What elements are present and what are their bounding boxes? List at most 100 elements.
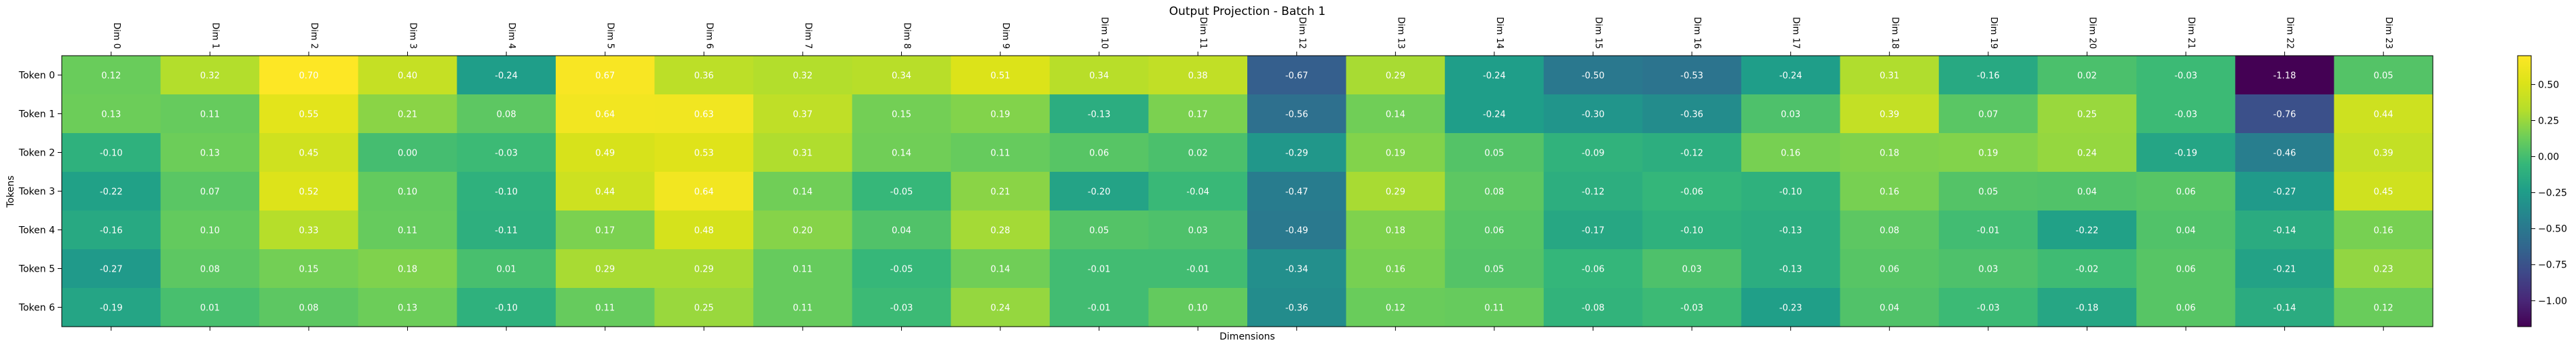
cell-value-label: 0.18 [1880, 149, 1899, 159]
heatmap-cell [2136, 249, 2236, 289]
heatmap-cell [1741, 172, 1841, 211]
cell-value-label: -0.24 [1483, 71, 1506, 81]
cell-value-label: 0.04 [2176, 226, 2196, 236]
heatmap-cell [1445, 288, 1545, 327]
cell-value-label: 0.05 [1484, 149, 1504, 159]
colorbar-tick-label: −1.00 [2538, 296, 2567, 307]
cell-value-label: 0.07 [1978, 110, 1998, 120]
heatmap-cell [555, 133, 656, 172]
cell-value-label: 0.13 [398, 304, 417, 314]
heatmap-cell [2334, 288, 2433, 327]
cell-value-label: 0.06 [2176, 304, 2196, 314]
cell-value-label: 0.04 [892, 226, 911, 236]
x-tick-label: Dim 11 [1198, 17, 1208, 49]
heatmap-cell [62, 94, 162, 134]
heatmap-cell [358, 288, 457, 327]
colorbar-tick-label: −0.75 [2538, 260, 2567, 271]
cell-value-label: -0.01 [1977, 226, 2000, 236]
heatmap-cell [1939, 211, 2039, 250]
cell-value-label: 0.70 [299, 71, 318, 81]
cell-value-label: -0.14 [2273, 304, 2296, 314]
heatmap-cell [555, 288, 656, 327]
cell-value-label: 0.04 [1880, 304, 1899, 314]
colorbar-ticks: 0.50 0.25 0.00 −0.25 −0.50 −0.75 −1.00 [2531, 79, 2567, 307]
cell-value-label: -0.06 [1680, 187, 1703, 198]
cell-value-label: 0.03 [1188, 226, 1208, 236]
cell-value-label: -0.08 [1582, 304, 1605, 314]
cell-value-label: 0.18 [1386, 226, 1405, 236]
cell-value-label: 0.29 [1386, 71, 1405, 81]
cell-value-label: -0.56 [1285, 110, 1308, 120]
cell-value-label: -0.01 [1088, 265, 1111, 275]
heatmap-cell [259, 288, 359, 327]
cell-value-label: -0.10 [100, 149, 123, 159]
cell-value-label: 0.10 [200, 226, 220, 236]
cell-value-label: 0.44 [595, 187, 615, 198]
x-tick-label: Dim 22 [2285, 17, 2295, 49]
x-tick-label: Dim 3 [408, 22, 418, 49]
heatmap-cell-labels: 0.12 0.32 0.70 0.40 -0.24 0.67 0.36 0.32 0.34 0.5… [100, 71, 2393, 314]
x-tick-label: Dim 6 [704, 22, 714, 49]
cell-value-label: 0.15 [299, 265, 318, 275]
cell-value-label: 0.32 [793, 71, 812, 81]
heatmap-cell [852, 172, 951, 211]
cell-value-label: 0.13 [101, 110, 121, 120]
heatmap-cell [1840, 211, 1939, 250]
cell-value-label: 0.48 [694, 226, 714, 236]
colorbar-tick-label: 0.00 [2538, 152, 2559, 163]
cell-value-label: 0.14 [1386, 110, 1405, 120]
heatmap-cell [1939, 172, 2039, 211]
heatmap-cell [1346, 249, 1445, 289]
cell-value-label: -0.17 [1582, 226, 1605, 236]
heatmap-cell [1049, 56, 1150, 95]
cell-value-label: 0.24 [2077, 149, 2097, 159]
heatmap-cell [753, 288, 853, 327]
heatmap-cell [358, 133, 457, 172]
heatmap-cell [1346, 56, 1445, 95]
cell-value-label: 0.11 [398, 226, 417, 236]
cell-value-label: 0.03 [1978, 265, 1998, 275]
heatmap-cell [1445, 172, 1545, 211]
cell-value-label: 0.12 [2374, 304, 2393, 314]
cell-value-label: 0.25 [694, 304, 714, 314]
heatmap-cell [951, 133, 1050, 172]
heatmap-cell [1543, 56, 1643, 95]
cell-value-label: -0.12 [1680, 149, 1703, 159]
cell-value-label: 0.67 [595, 71, 615, 81]
cell-value-label: -0.11 [495, 226, 518, 236]
cell-value-label: -0.03 [2174, 110, 2197, 120]
cell-value-label: 0.08 [1484, 187, 1504, 198]
heatmap-cell [1642, 56, 1742, 95]
heatmap-cell [951, 172, 1050, 211]
heatmap-cell [555, 56, 656, 95]
heatmap-cell [1049, 94, 1150, 134]
heatmap-cell [1148, 56, 1248, 95]
cell-value-label: 0.55 [299, 110, 318, 120]
cell-value-label: -0.22 [2076, 226, 2099, 236]
cell-value-label: 0.14 [991, 265, 1010, 275]
cell-value-label: 0.03 [1781, 110, 1800, 120]
heatmap-cell [1247, 94, 1347, 134]
cell-value-label: 0.64 [694, 187, 714, 198]
colorbar-tick-label: 0.50 [2538, 79, 2559, 90]
heatmap-cell [2136, 94, 2236, 134]
x-tick-label: Dim 2 [309, 22, 319, 49]
cell-value-label: -0.01 [1186, 265, 1209, 275]
heatmap-cell [654, 211, 754, 250]
x-tick-label: Dim 23 [2383, 17, 2393, 49]
heatmap-cell [753, 56, 853, 95]
cell-value-label: -0.13 [1779, 226, 1802, 236]
heatmap-cell [852, 249, 951, 289]
heatmap-cell [2235, 211, 2335, 250]
heatmap-cell [1445, 249, 1545, 289]
cell-value-label: 0.04 [2077, 187, 2097, 198]
cell-value-label: -0.50 [1582, 71, 1605, 81]
heatmap-cell [62, 288, 162, 327]
heatmap-cell [259, 172, 359, 211]
x-tick-label: Dim 1 [210, 22, 220, 49]
heatmap-cell [1247, 133, 1347, 172]
heatmap-cell [160, 56, 260, 95]
cell-value-label: 0.63 [694, 110, 714, 120]
x-tick-label: Dim 5 [605, 22, 615, 49]
